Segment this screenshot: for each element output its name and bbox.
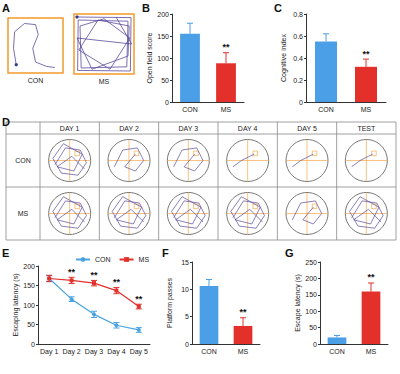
svg-text:MS: MS xyxy=(221,106,232,113)
svg-text:E: E xyxy=(2,247,9,259)
svg-text:MS: MS xyxy=(361,106,372,113)
svg-text:CON: CON xyxy=(95,256,111,263)
svg-text:D: D xyxy=(2,116,10,128)
svg-text:DAY 1: DAY 1 xyxy=(60,125,80,132)
svg-text:10: 10 xyxy=(181,286,189,293)
svg-text:50: 50 xyxy=(309,324,317,331)
svg-text:F: F xyxy=(162,247,169,259)
svg-text:0: 0 xyxy=(31,341,35,348)
svg-text:DAY 4: DAY 4 xyxy=(238,125,258,132)
svg-text:**: ** xyxy=(362,49,370,59)
svg-text:MS: MS xyxy=(139,256,150,263)
svg-text:CON: CON xyxy=(318,106,334,113)
svg-text:100: 100 xyxy=(157,55,169,62)
svg-text:MS: MS xyxy=(366,348,377,355)
svg-text:MS: MS xyxy=(99,78,110,85)
svg-text:0: 0 xyxy=(313,341,317,348)
svg-text:G: G xyxy=(285,247,294,259)
svg-text:Day 2: Day 2 xyxy=(62,348,80,356)
svg-text:CON: CON xyxy=(15,157,31,164)
svg-text:100: 100 xyxy=(305,308,317,315)
svg-text:100: 100 xyxy=(23,302,35,309)
svg-text:150: 150 xyxy=(157,33,169,40)
svg-text:B: B xyxy=(142,2,150,14)
svg-text:MS: MS xyxy=(238,348,249,355)
svg-text:DAY 2: DAY 2 xyxy=(119,125,139,132)
svg-text:0: 0 xyxy=(165,99,169,106)
svg-text:Open field score: Open field score xyxy=(146,32,154,83)
svg-text:Day 1: Day 1 xyxy=(40,348,58,356)
svg-text:**: ** xyxy=(367,272,375,282)
svg-text:CON: CON xyxy=(28,77,44,84)
svg-text:**: ** xyxy=(90,270,98,280)
svg-text:0.4: 0.4 xyxy=(293,55,303,62)
svg-text:Escape latency (s): Escape latency (s) xyxy=(294,274,302,332)
svg-text:**: ** xyxy=(135,294,143,304)
svg-text:5: 5 xyxy=(185,313,189,320)
svg-text:150: 150 xyxy=(23,282,35,289)
svg-text:Day 5: Day 5 xyxy=(130,348,148,356)
svg-text:**: ** xyxy=(239,307,247,317)
svg-text:200: 200 xyxy=(23,263,35,270)
svg-text:Day 4: Day 4 xyxy=(107,348,125,356)
svg-text:DAY 3: DAY 3 xyxy=(179,125,199,132)
svg-text:150: 150 xyxy=(305,291,317,298)
svg-text:Platform passes: Platform passes xyxy=(166,277,174,328)
svg-text:Cognitive index: Cognitive index xyxy=(280,34,288,82)
svg-text:0: 0 xyxy=(185,341,189,348)
svg-text:A: A xyxy=(2,2,10,14)
svg-text:MS: MS xyxy=(18,210,29,217)
svg-text:0.2: 0.2 xyxy=(293,77,303,84)
svg-text:CON: CON xyxy=(329,348,345,355)
svg-text:15: 15 xyxy=(181,259,189,266)
svg-text:**: ** xyxy=(222,42,230,52)
svg-text:C: C xyxy=(274,2,282,14)
svg-text:50: 50 xyxy=(27,321,35,328)
svg-text:CON: CON xyxy=(182,106,198,113)
svg-text:TEST: TEST xyxy=(357,125,376,132)
svg-text:Escaping latency (s): Escaping latency (s) xyxy=(12,273,20,336)
svg-text:**: ** xyxy=(68,267,76,277)
svg-text:0.6: 0.6 xyxy=(293,33,303,40)
svg-text:Day 3: Day 3 xyxy=(85,348,103,356)
svg-text:50: 50 xyxy=(161,77,169,84)
svg-text:CON: CON xyxy=(201,348,217,355)
svg-text:200: 200 xyxy=(157,11,169,18)
svg-text:DAY 5: DAY 5 xyxy=(297,125,317,132)
svg-text:**: ** xyxy=(113,277,121,287)
svg-text:0.8: 0.8 xyxy=(293,11,303,18)
svg-text:200: 200 xyxy=(305,275,317,282)
svg-text:0: 0 xyxy=(299,99,303,106)
svg-text:250: 250 xyxy=(305,259,317,266)
